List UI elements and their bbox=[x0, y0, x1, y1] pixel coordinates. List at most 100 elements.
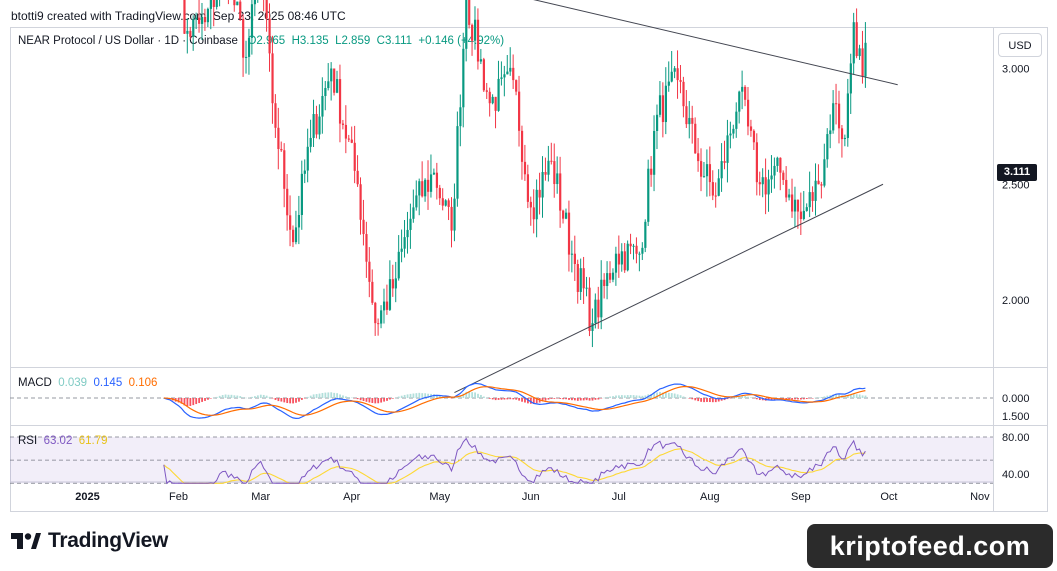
macd-title: MACD bbox=[18, 377, 52, 389]
tradingview-brand[interactable]: TradingView bbox=[11, 529, 168, 553]
candle-body bbox=[773, 165, 776, 176]
candle-body bbox=[429, 174, 433, 192]
macd-histogram-bar bbox=[644, 395, 647, 398]
macd-histogram-bar bbox=[497, 398, 500, 400]
macd-signal-value: 0.106 bbox=[128, 377, 158, 389]
candle-body bbox=[647, 168, 650, 222]
macd-histogram-bar bbox=[424, 393, 427, 398]
candle-body bbox=[691, 117, 694, 124]
candle-body bbox=[802, 210, 805, 219]
candle-body bbox=[673, 68, 676, 72]
macd-legend[interactable]: MACD 0.039 0.145 0.106 bbox=[18, 377, 157, 389]
candle-body bbox=[635, 245, 638, 254]
symbol-title: NEAR Protocol / US Dollar · 1D · Coinbas… bbox=[18, 35, 238, 47]
candle-body bbox=[685, 106, 688, 125]
macd-histogram-bar bbox=[623, 395, 626, 398]
macd-histogram-bar bbox=[800, 398, 802, 400]
candle-body bbox=[265, 0, 268, 19]
macd-histogram-bar bbox=[286, 398, 289, 404]
macd-histogram-bar bbox=[271, 398, 274, 399]
candle-body bbox=[617, 253, 621, 265]
macd-histogram-bar bbox=[342, 395, 344, 398]
macd-histogram-bar bbox=[811, 398, 814, 399]
high-value: H3.135 bbox=[291, 35, 329, 47]
macd-histogram-bar bbox=[453, 397, 456, 399]
macd-histogram-bar bbox=[400, 395, 403, 398]
macd-histogram-bar bbox=[218, 395, 221, 398]
candle-body bbox=[694, 123, 697, 154]
macd-histogram-bar bbox=[576, 398, 579, 401]
macd-histogram-bar bbox=[306, 396, 309, 398]
macd-histogram-bar bbox=[802, 398, 805, 400]
macd-histogram-bar bbox=[626, 395, 629, 398]
macd-histogram-bar bbox=[864, 395, 867, 398]
candle-body bbox=[506, 71, 509, 75]
macd-histogram-bar bbox=[394, 397, 397, 399]
candle-body bbox=[391, 279, 394, 289]
candle-body bbox=[764, 177, 767, 195]
candle-body bbox=[289, 215, 292, 230]
time-tick-label: Aug bbox=[700, 491, 720, 503]
open-value: O2.965 bbox=[247, 35, 286, 47]
candle-body bbox=[321, 96, 324, 117]
macd-histogram-bar bbox=[832, 394, 835, 398]
macd-histogram-bar bbox=[468, 391, 471, 398]
macd-histogram-bar bbox=[714, 398, 717, 403]
candle-body bbox=[324, 88, 327, 97]
candle-body bbox=[729, 133, 732, 136]
candle-body bbox=[744, 86, 747, 100]
macd-histogram-bar bbox=[588, 398, 591, 401]
candle-body bbox=[312, 114, 315, 138]
candle-body bbox=[832, 103, 835, 131]
macd-histogram-bar bbox=[855, 394, 858, 398]
macd-histogram-bar bbox=[573, 398, 576, 401]
candle-body bbox=[459, 107, 462, 127]
rsi-legend[interactable]: RSI 63.02 61.79 bbox=[18, 435, 108, 447]
macd-histogram-bar bbox=[409, 393, 412, 398]
candle-body bbox=[529, 201, 532, 208]
candle-body bbox=[588, 287, 591, 331]
macd-histogram-bar bbox=[239, 396, 242, 398]
candle-body bbox=[846, 93, 849, 138]
candle-body bbox=[277, 127, 280, 150]
candle-body bbox=[553, 161, 556, 185]
macd-histogram-bar bbox=[694, 398, 697, 401]
symbol-legend[interactable]: NEAR Protocol / US Dollar · 1D · Coinbas… bbox=[18, 35, 504, 47]
macd-histogram-bar bbox=[236, 395, 239, 398]
candle-body bbox=[518, 91, 521, 131]
trendline-lower bbox=[454, 183, 884, 394]
macd-histogram-bar bbox=[262, 394, 265, 398]
macd-histogram-bar bbox=[706, 398, 708, 402]
candle-body bbox=[494, 96, 497, 111]
candle-body bbox=[195, 17, 198, 20]
candle-body bbox=[843, 137, 847, 140]
currency-button[interactable]: USD bbox=[998, 33, 1042, 57]
macd-histogram-bar bbox=[215, 396, 218, 398]
macd-histogram-bar bbox=[688, 398, 691, 399]
candle-body bbox=[291, 229, 295, 243]
macd-histogram-bar bbox=[532, 398, 535, 404]
macd-histogram-bar bbox=[591, 398, 594, 401]
macd-histogram-bar bbox=[518, 398, 521, 401]
candle-body bbox=[559, 173, 562, 211]
candle-body bbox=[817, 180, 820, 185]
macd-histogram-bar bbox=[183, 398, 186, 406]
candle-body bbox=[468, 0, 471, 25]
macd-histogram-bar bbox=[207, 398, 209, 400]
macd-histogram-bar bbox=[750, 397, 752, 398]
macd-histogram-bar bbox=[846, 395, 849, 398]
macd-histogram-bar bbox=[224, 394, 227, 398]
macd-histogram-bar bbox=[477, 393, 479, 398]
candle-body bbox=[688, 117, 691, 125]
macd-histogram-bar bbox=[438, 395, 441, 398]
macd-histogram-bar bbox=[503, 398, 506, 400]
macd-histogram-bar bbox=[391, 398, 394, 399]
candle-body bbox=[620, 251, 623, 265]
candle-body bbox=[570, 253, 574, 255]
macd-histogram-bar bbox=[720, 398, 723, 401]
macd-histogram-bar bbox=[717, 398, 720, 402]
candle-body bbox=[770, 175, 773, 180]
macd-histogram-bar bbox=[462, 393, 465, 398]
macd-histogram-bar bbox=[732, 397, 735, 399]
